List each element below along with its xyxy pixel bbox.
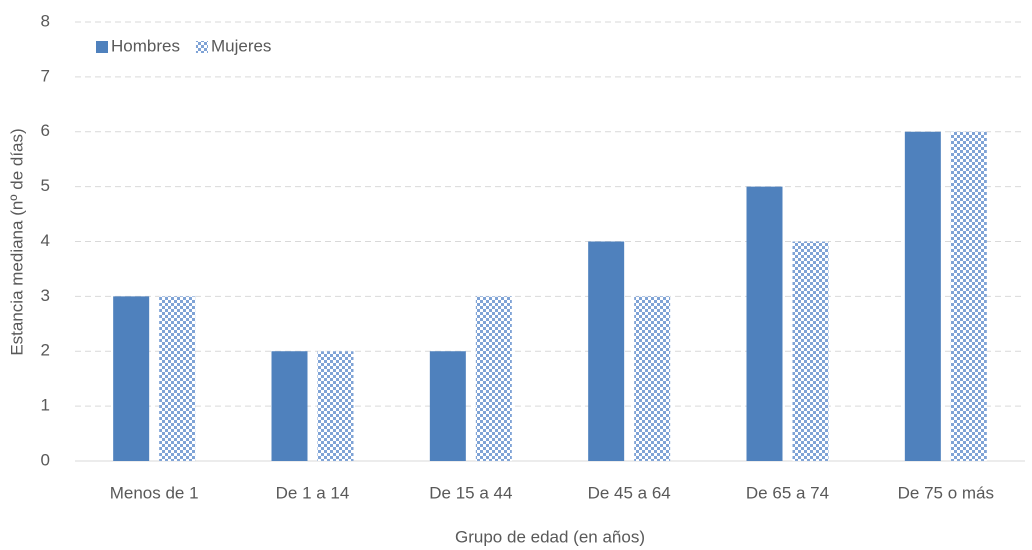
- legend-swatch: [195, 41, 208, 53]
- x-tick-label: De 1 a 14: [276, 483, 350, 502]
- bar: [950, 131, 987, 461]
- y-tick-label: 6: [41, 121, 50, 140]
- y-tick-label: 2: [41, 341, 50, 360]
- bar: [475, 296, 512, 461]
- x-tick-label: De 15 a 44: [429, 483, 512, 502]
- y-tick-label: 7: [41, 66, 50, 85]
- bar: [159, 296, 196, 461]
- x-tick-label: Menos de 1: [110, 483, 199, 502]
- bar: [792, 241, 829, 461]
- bar: [271, 351, 308, 461]
- x-tick-label: De 75 o más: [898, 483, 994, 502]
- legend-swatch: [96, 41, 108, 53]
- x-axis-label: Grupo de edad (en años): [455, 527, 645, 546]
- bar: [746, 186, 783, 461]
- bar: [429, 351, 466, 461]
- y-tick-label: 4: [41, 231, 50, 250]
- y-tick-label: 3: [41, 286, 50, 305]
- y-tick-label: 5: [41, 176, 50, 195]
- y-tick-label: 1: [41, 396, 50, 415]
- bar: [113, 296, 150, 461]
- x-tick-label: De 65 a 74: [746, 483, 829, 502]
- y-axis-label: Estancia mediana (nº de días): [7, 128, 26, 355]
- bar: [317, 351, 354, 461]
- y-tick-label: 0: [41, 450, 50, 469]
- x-tick-label: De 45 a 64: [588, 483, 671, 502]
- y-tick-label: 8: [41, 11, 50, 30]
- legend-label: Mujeres: [211, 36, 271, 55]
- bar: [634, 296, 671, 461]
- bar: [588, 241, 625, 461]
- legend-label: Hombres: [111, 36, 180, 55]
- bar: [904, 131, 941, 461]
